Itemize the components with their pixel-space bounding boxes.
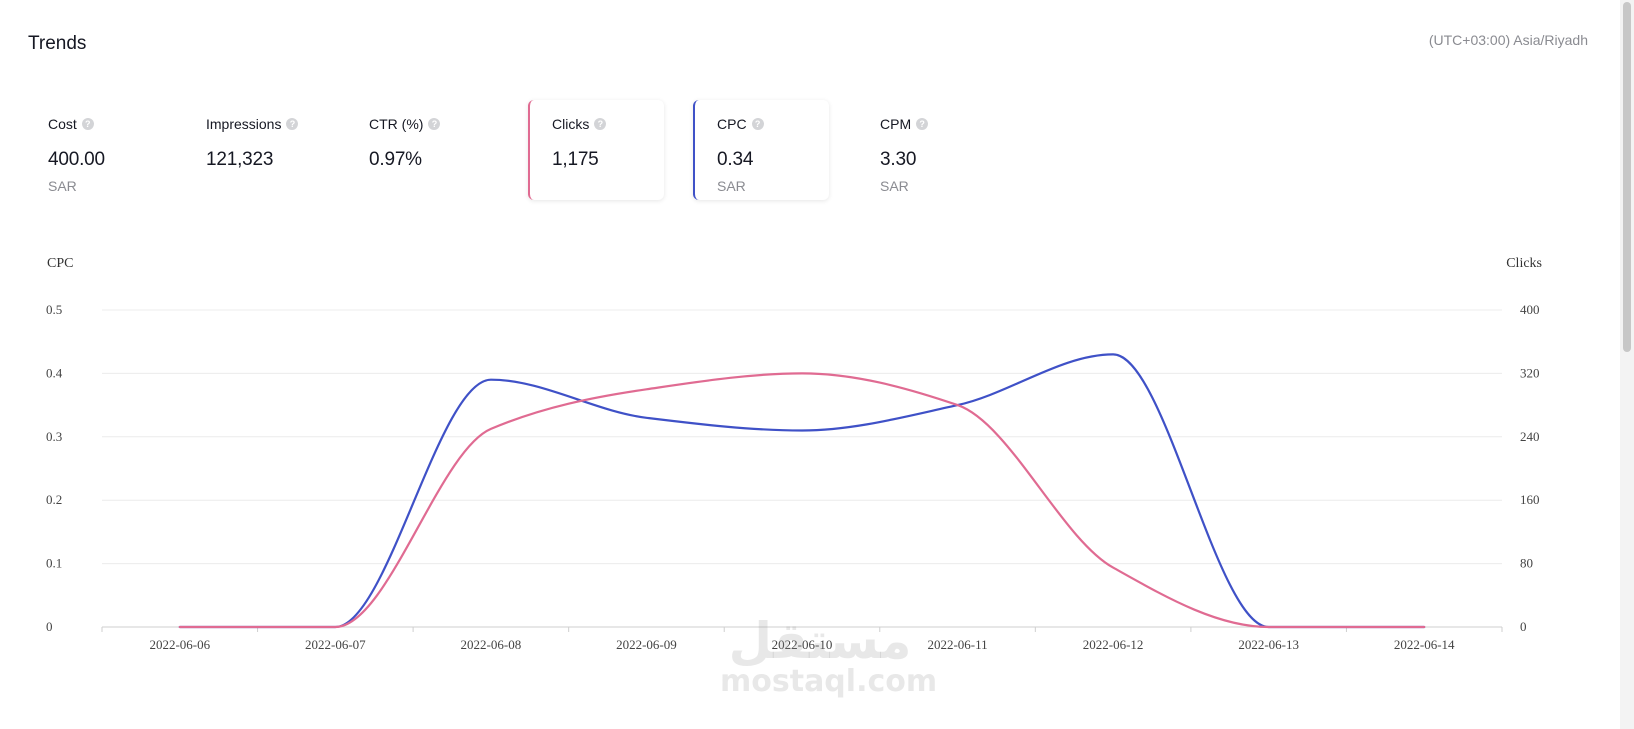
scrollbar-thumb[interactable] — [1623, 2, 1631, 352]
x-tick-label: 2022-06-10 — [772, 637, 833, 652]
x-tick-label: 2022-06-14 — [1394, 637, 1455, 652]
right-tick-label: 400 — [1520, 302, 1540, 317]
series-line-cpc — [178, 353, 1426, 629]
metric-card-clicks[interactable]: Clicks? 1,175 — [528, 100, 664, 200]
x-tick-label: 2022-06-09 — [616, 637, 677, 652]
help-icon[interactable]: ? — [916, 118, 929, 130]
metric-label: CTR (%) — [369, 116, 424, 132]
left-tick-label: 0.1 — [46, 556, 62, 571]
x-tick-label: 2022-06-08 — [461, 637, 522, 652]
metric-unit: SAR — [880, 178, 909, 194]
help-icon[interactable]: ? — [594, 118, 607, 130]
page-title: Trends — [28, 33, 87, 54]
metric-card-cost[interactable]: Cost? 400.00 SAR — [26, 100, 162, 200]
left-tick-label: 0.2 — [46, 492, 62, 507]
watermark-text: mostaql.com — [720, 664, 938, 699]
metric-label: CPM — [880, 116, 912, 132]
help-icon[interactable]: ? — [286, 118, 299, 130]
right-tick-label: 0 — [1520, 619, 1527, 634]
trends-chart-svg: CPC Clicks 0 0.1 0.2 0.3 0.4 0.5 0 80 160 240 320 400… — [46, 256, 1542, 652]
metric-card-cpc[interactable]: CPC? 0.34 SAR — [693, 100, 829, 200]
help-icon[interactable]: ? — [428, 118, 441, 130]
series-line-clicks — [178, 372, 1426, 629]
right-tick-label: 240 — [1520, 429, 1540, 444]
metric-unit: SAR — [48, 178, 77, 194]
help-icon[interactable]: ? — [81, 118, 94, 130]
watermark-mark: مستقل — [728, 612, 912, 670]
metric-unit: SAR — [717, 178, 746, 194]
timezone-label[interactable]: (UTC+03:00) Asia/Riyadh — [1428, 32, 1588, 48]
metric-label: Cost — [48, 116, 77, 132]
metric-value: 121,323 — [206, 149, 274, 170]
metric-label: Impressions — [206, 116, 282, 132]
help-icon[interactable]: ? — [751, 118, 764, 130]
metric-card-cpm[interactable]: CPM? 3.30 SAR — [858, 100, 994, 200]
watermark: مستقل mostaql.com — [720, 612, 938, 699]
right-axis-title: Clicks — [1506, 256, 1542, 271]
metric-card-ctr[interactable]: CTR (%)? 0.97% — [347, 100, 483, 200]
left-axis-title: CPC — [47, 256, 73, 271]
metric-value: 0.97% — [369, 149, 422, 170]
metric-label: Clicks — [552, 116, 590, 132]
left-tick-label: 0.5 — [46, 302, 62, 317]
metric-label: CPC — [717, 116, 747, 132]
left-tick-label: 0.4 — [46, 365, 63, 380]
left-tick-label: 0.3 — [46, 429, 62, 444]
x-tick-label: 2022-06-07 — [305, 637, 366, 652]
x-tick-label: 2022-06-12 — [1083, 637, 1144, 652]
metric-value: 3.30 — [880, 149, 917, 170]
left-tick-label: 0 — [46, 619, 53, 634]
trends-chart: CPC Clicks 0 0.1 0.2 0.3 0.4 0.5 0 80 160 240 320 400… — [0, 250, 1634, 710]
x-tick-label: 2022-06-11 — [927, 637, 987, 652]
right-tick-label: 80 — [1520, 556, 1533, 571]
metric-card-impressions[interactable]: Impressions? 121,323 — [184, 100, 320, 200]
scrollbar[interactable] — [1620, 0, 1634, 729]
right-tick-label: 320 — [1520, 365, 1540, 380]
metric-value: 1,175 — [552, 149, 599, 170]
right-tick-label: 160 — [1520, 492, 1540, 507]
metric-value: 400.00 — [48, 149, 105, 170]
x-tick-label: 2022-06-13 — [1238, 637, 1299, 652]
x-tick-label: 2022-06-06 — [149, 637, 210, 652]
metric-value: 0.34 — [717, 149, 754, 170]
